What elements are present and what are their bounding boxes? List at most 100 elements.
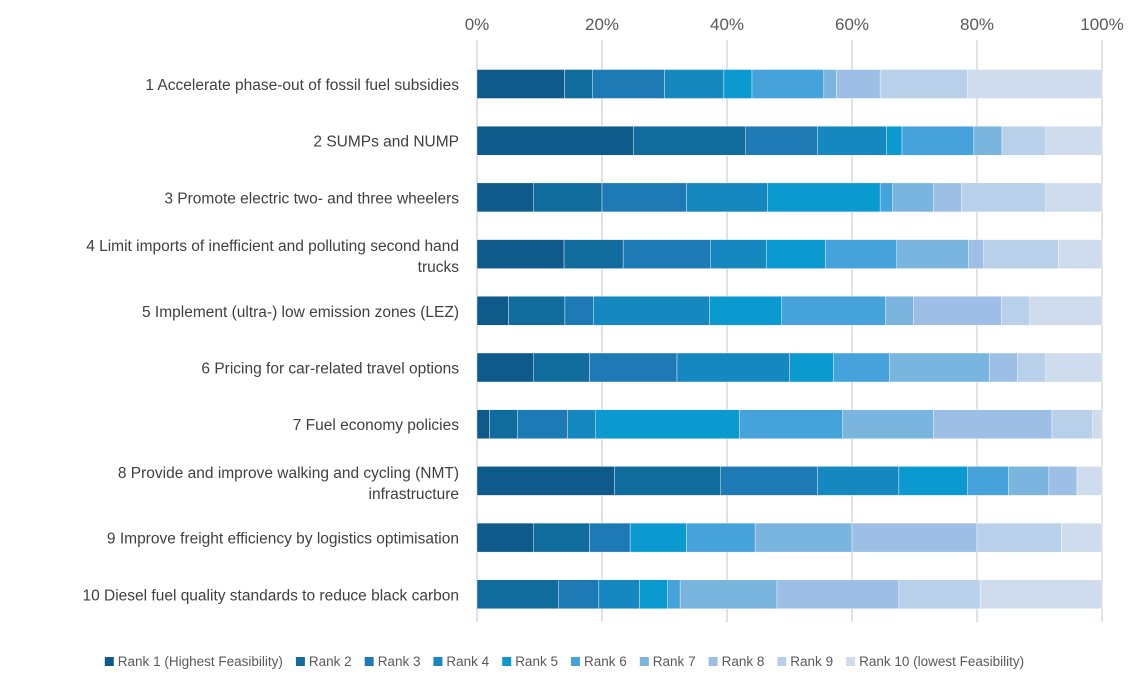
bar-segment xyxy=(1092,409,1103,439)
bar-segment xyxy=(629,522,687,553)
bar-segment xyxy=(601,182,687,213)
legend-swatch xyxy=(502,657,512,666)
category-label: 1 Accelerate phase-out of fossil fuel su… xyxy=(145,77,459,94)
category-label: 6 Pricing for car-related travel options xyxy=(201,361,459,378)
bar-segment xyxy=(885,296,914,326)
bar-segment xyxy=(720,466,818,496)
x-tick-label: 0% xyxy=(465,15,490,34)
bar-segment xyxy=(879,69,968,99)
x-tick-label: 100% xyxy=(1080,15,1123,34)
category-label: 7 Fuel economy policies xyxy=(293,417,460,434)
bar-segment xyxy=(664,69,725,99)
legend-label: Rank 1 (Highest Feasibility) xyxy=(118,654,283,669)
bar-segment xyxy=(476,522,534,553)
bar-segment xyxy=(595,409,740,439)
legend: Rank 1 (Highest Feasibility) Rank 2 Rank 3… xyxy=(104,654,1024,669)
bar-segment xyxy=(592,69,665,99)
legend-label: Rank 7 xyxy=(653,654,696,669)
bar-segment xyxy=(833,352,890,383)
bar-segment xyxy=(723,69,753,99)
bar-segment xyxy=(476,296,509,326)
bar-segment xyxy=(817,466,900,496)
bar-segment xyxy=(817,125,887,156)
bar-segment xyxy=(614,466,721,496)
bar-segment xyxy=(533,522,590,553)
bar-segment xyxy=(476,579,559,609)
bar-segment xyxy=(476,182,534,213)
bar-segment xyxy=(476,239,565,269)
x-tick-label: 20% xyxy=(585,15,619,34)
bar-segment xyxy=(476,69,565,99)
bar-segment xyxy=(667,579,681,609)
legend-label: Rank 3 xyxy=(378,654,421,669)
bar-segment xyxy=(851,522,978,553)
bar-segment xyxy=(896,239,969,269)
bar-segment xyxy=(1001,125,1046,156)
legend-swatch xyxy=(364,657,374,666)
bar-segment xyxy=(745,125,818,156)
bar-segment xyxy=(508,296,566,326)
bar-segment xyxy=(676,352,790,383)
bar-segment xyxy=(842,409,934,439)
bar-segment xyxy=(879,182,893,213)
legend-label: Rank 4 xyxy=(446,654,489,669)
legend-label: Rank 10 (lowest Feasibility) xyxy=(859,654,1024,669)
bar-segment xyxy=(1008,466,1050,496)
bar-segment xyxy=(533,182,603,213)
category-labels: 1 Accelerate phase-out of fossil fuel su… xyxy=(82,77,459,604)
bar-segment xyxy=(823,69,837,99)
bar-segment xyxy=(598,579,640,609)
bar-segment xyxy=(751,69,825,99)
bar-segment xyxy=(1058,239,1103,269)
bar-segment xyxy=(533,352,590,383)
bar-segment xyxy=(710,239,767,269)
bar-segment xyxy=(1076,466,1103,496)
bar-segment xyxy=(913,296,1002,326)
bar-segment xyxy=(563,239,624,269)
x-tick-label: 60% xyxy=(835,15,869,34)
bar-segment xyxy=(589,522,631,553)
legend-label: Rank 9 xyxy=(790,654,833,669)
bar-segment xyxy=(1045,352,1103,383)
bar-segment xyxy=(476,352,534,383)
x-axis-ticks: 0% 20% 40% 60% 80% 100% xyxy=(465,15,1124,34)
bar-segment xyxy=(1017,352,1046,383)
bar-segment xyxy=(968,239,985,269)
bar-segment xyxy=(889,352,990,383)
bar-segment xyxy=(739,409,843,439)
category-label: 5 Implement (ultra-) low emission zones … xyxy=(142,304,459,321)
bar-segment xyxy=(825,239,897,269)
category-label: 8 Provide and improve walking and cyclin… xyxy=(118,465,459,503)
bar-segment xyxy=(976,522,1062,553)
bar-segment xyxy=(679,579,778,609)
bar-segment xyxy=(1045,182,1103,213)
bar-segment xyxy=(489,409,518,439)
bar-segment xyxy=(567,409,596,439)
bar-segment xyxy=(558,579,600,609)
legend-label: Rank 8 xyxy=(722,654,765,669)
bar-segment xyxy=(979,579,1103,609)
legend-swatch xyxy=(639,657,649,666)
bar-segment xyxy=(476,125,634,156)
bars xyxy=(476,69,1103,609)
bar-segment xyxy=(933,182,962,213)
bar-segment xyxy=(589,352,678,383)
legend-label: Rank 2 xyxy=(309,654,352,669)
legend-label: Rank 5 xyxy=(515,654,558,669)
bar-segment xyxy=(709,296,782,326)
bar-segment xyxy=(476,409,490,439)
bar-segment xyxy=(973,125,1003,156)
x-tick-label: 80% xyxy=(960,15,994,34)
legend-swatch xyxy=(571,657,580,666)
bar-segment xyxy=(1045,125,1103,156)
bar-segment xyxy=(901,125,975,156)
bar-segment xyxy=(1001,296,1030,326)
bar-segment xyxy=(1048,466,1078,496)
bar-segment xyxy=(564,296,594,326)
category-label: 4 Limit imports of inefficient and pollu… xyxy=(86,238,459,276)
bar-segment xyxy=(967,466,1009,496)
bar-segment xyxy=(898,579,981,609)
bar-segment xyxy=(1061,522,1103,553)
bar-segment xyxy=(886,125,903,156)
